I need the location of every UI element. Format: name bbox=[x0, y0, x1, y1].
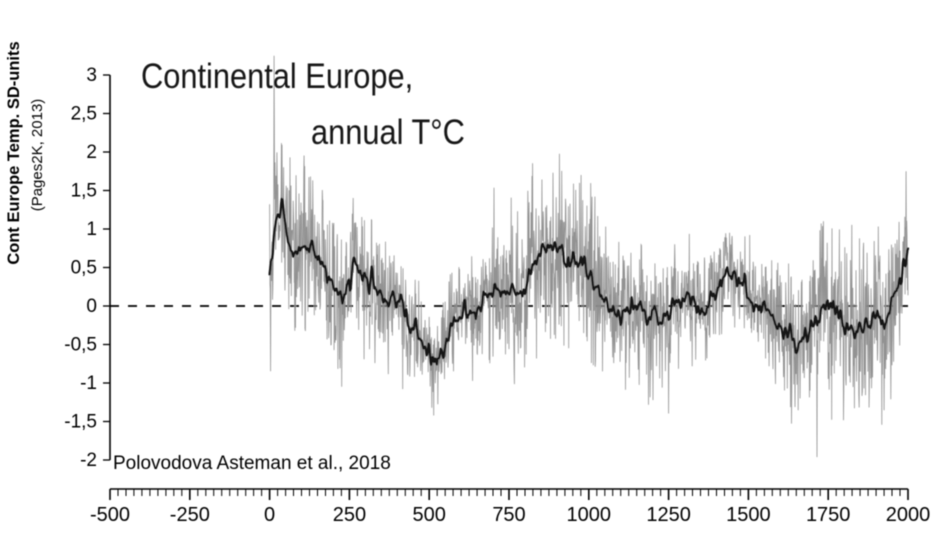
svg-text:1,5: 1,5 bbox=[71, 181, 97, 202]
svg-text:250: 250 bbox=[333, 504, 366, 526]
svg-text:0: 0 bbox=[264, 504, 275, 526]
svg-text:Polovodova Asteman et al., 201: Polovodova Asteman et al., 2018 bbox=[113, 453, 391, 474]
svg-text:Continental Europe,: Continental Europe, bbox=[141, 56, 413, 95]
svg-text:-1,5: -1,5 bbox=[64, 412, 97, 433]
svg-text:-250: -250 bbox=[170, 504, 210, 526]
svg-text:(Pages2K, 2013): (Pages2K, 2013) bbox=[29, 99, 46, 212]
svg-text:3: 3 bbox=[86, 65, 97, 86]
svg-text:2000: 2000 bbox=[886, 504, 931, 526]
svg-text:1750: 1750 bbox=[806, 504, 851, 526]
svg-text:0,5: 0,5 bbox=[71, 258, 97, 279]
svg-text:2: 2 bbox=[86, 142, 97, 163]
svg-text:1000: 1000 bbox=[567, 504, 612, 526]
svg-text:0: 0 bbox=[86, 296, 97, 317]
svg-text:-2: -2 bbox=[80, 450, 97, 471]
svg-text:-0,5: -0,5 bbox=[64, 335, 97, 356]
svg-text:750: 750 bbox=[492, 504, 525, 526]
svg-text:1500: 1500 bbox=[726, 504, 771, 526]
svg-text:1: 1 bbox=[86, 219, 97, 240]
svg-text:annual T°C: annual T°C bbox=[311, 112, 465, 151]
svg-text:-1: -1 bbox=[80, 373, 97, 394]
svg-text:500: 500 bbox=[413, 504, 446, 526]
svg-text:1250: 1250 bbox=[646, 504, 691, 526]
svg-text:Cont Europe Temp. SD-units: Cont Europe Temp. SD-units bbox=[5, 41, 23, 264]
svg-text:2,5: 2,5 bbox=[71, 104, 97, 125]
svg-text:-500: -500 bbox=[90, 504, 130, 526]
